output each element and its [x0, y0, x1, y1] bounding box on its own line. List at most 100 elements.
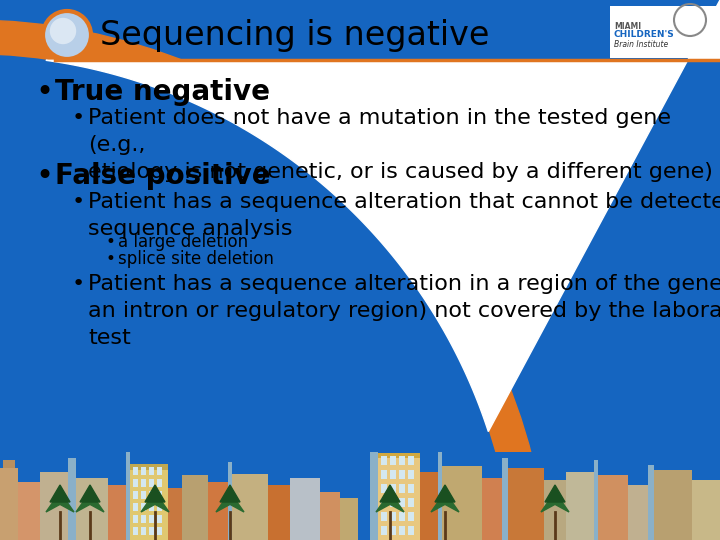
Bar: [390, 526, 396, 535]
Bar: [508, 468, 544, 540]
Polygon shape: [431, 492, 459, 512]
Text: Sequencing is negative: Sequencing is negative: [100, 18, 490, 51]
Bar: [399, 470, 405, 479]
Bar: [182, 475, 208, 540]
Bar: [544, 480, 566, 540]
Bar: [390, 498, 396, 507]
Bar: [141, 491, 146, 499]
Polygon shape: [380, 485, 400, 502]
Text: Brain Institute: Brain Institute: [614, 40, 668, 49]
Polygon shape: [76, 492, 104, 512]
Bar: [133, 479, 138, 487]
Text: •: •: [105, 250, 115, 268]
Bar: [149, 479, 154, 487]
Bar: [390, 456, 396, 465]
Bar: [482, 478, 502, 540]
Text: CHILDREN'S: CHILDREN'S: [614, 30, 675, 39]
Polygon shape: [435, 485, 455, 502]
Bar: [141, 467, 146, 475]
Bar: [0, 468, 18, 540]
Bar: [141, 503, 146, 511]
Text: •: •: [35, 162, 53, 191]
Bar: [378, 453, 420, 458]
Bar: [399, 512, 405, 521]
Polygon shape: [46, 0, 720, 431]
Text: •: •: [72, 192, 85, 212]
Polygon shape: [220, 485, 240, 502]
Text: True negative: True negative: [55, 78, 270, 106]
Bar: [408, 512, 414, 521]
Bar: [133, 491, 138, 499]
Bar: [628, 485, 648, 540]
Bar: [157, 479, 162, 487]
Text: splice site deletion: splice site deletion: [118, 250, 274, 268]
Bar: [390, 512, 396, 521]
Bar: [320, 492, 340, 540]
Bar: [141, 479, 146, 487]
Bar: [130, 464, 168, 470]
Text: a large deletion: a large deletion: [118, 233, 248, 251]
Text: MIAMI: MIAMI: [614, 22, 641, 31]
Bar: [208, 482, 228, 540]
Text: Patient does not have a mutation in the tested gene (e.g.,
etiology is not genet: Patient does not have a mutation in the …: [88, 108, 713, 183]
Text: •: •: [72, 108, 85, 128]
Bar: [502, 458, 508, 540]
Bar: [378, 458, 420, 540]
Bar: [390, 470, 396, 479]
Bar: [168, 488, 182, 540]
Bar: [594, 460, 598, 540]
Polygon shape: [50, 485, 70, 502]
Bar: [133, 515, 138, 523]
Polygon shape: [376, 492, 404, 512]
Bar: [40, 472, 68, 540]
Bar: [130, 470, 168, 540]
Bar: [381, 526, 387, 535]
Bar: [290, 478, 320, 540]
Bar: [408, 498, 414, 507]
Text: •: •: [35, 78, 53, 107]
Bar: [399, 484, 405, 493]
Circle shape: [50, 18, 76, 44]
Bar: [408, 456, 414, 465]
Bar: [399, 498, 405, 507]
Bar: [149, 467, 154, 475]
Bar: [157, 491, 162, 499]
Polygon shape: [141, 492, 169, 512]
Bar: [157, 515, 162, 523]
Text: •: •: [105, 233, 115, 251]
Bar: [399, 456, 405, 465]
Polygon shape: [80, 485, 100, 502]
Bar: [420, 472, 438, 540]
Polygon shape: [545, 485, 565, 502]
Bar: [438, 452, 442, 540]
Bar: [381, 484, 387, 493]
Bar: [390, 484, 396, 493]
Bar: [157, 503, 162, 511]
Bar: [381, 512, 387, 521]
Bar: [149, 503, 154, 511]
Circle shape: [0, 20, 550, 540]
Bar: [598, 475, 628, 540]
Bar: [654, 470, 692, 540]
Text: False positive: False positive: [55, 162, 271, 190]
Bar: [0, 452, 720, 540]
Bar: [149, 527, 154, 535]
Bar: [408, 484, 414, 493]
Polygon shape: [541, 492, 569, 512]
Bar: [133, 467, 138, 475]
Bar: [68, 458, 76, 540]
Circle shape: [0, 55, 515, 540]
Bar: [157, 467, 162, 475]
Polygon shape: [216, 492, 244, 512]
Bar: [3, 460, 15, 468]
Bar: [370, 452, 378, 540]
Bar: [141, 515, 146, 523]
Bar: [133, 527, 138, 535]
Bar: [566, 472, 594, 540]
Bar: [232, 474, 268, 540]
Bar: [381, 456, 387, 465]
Bar: [268, 485, 290, 540]
Bar: [149, 515, 154, 523]
Bar: [408, 470, 414, 479]
Bar: [149, 491, 154, 499]
